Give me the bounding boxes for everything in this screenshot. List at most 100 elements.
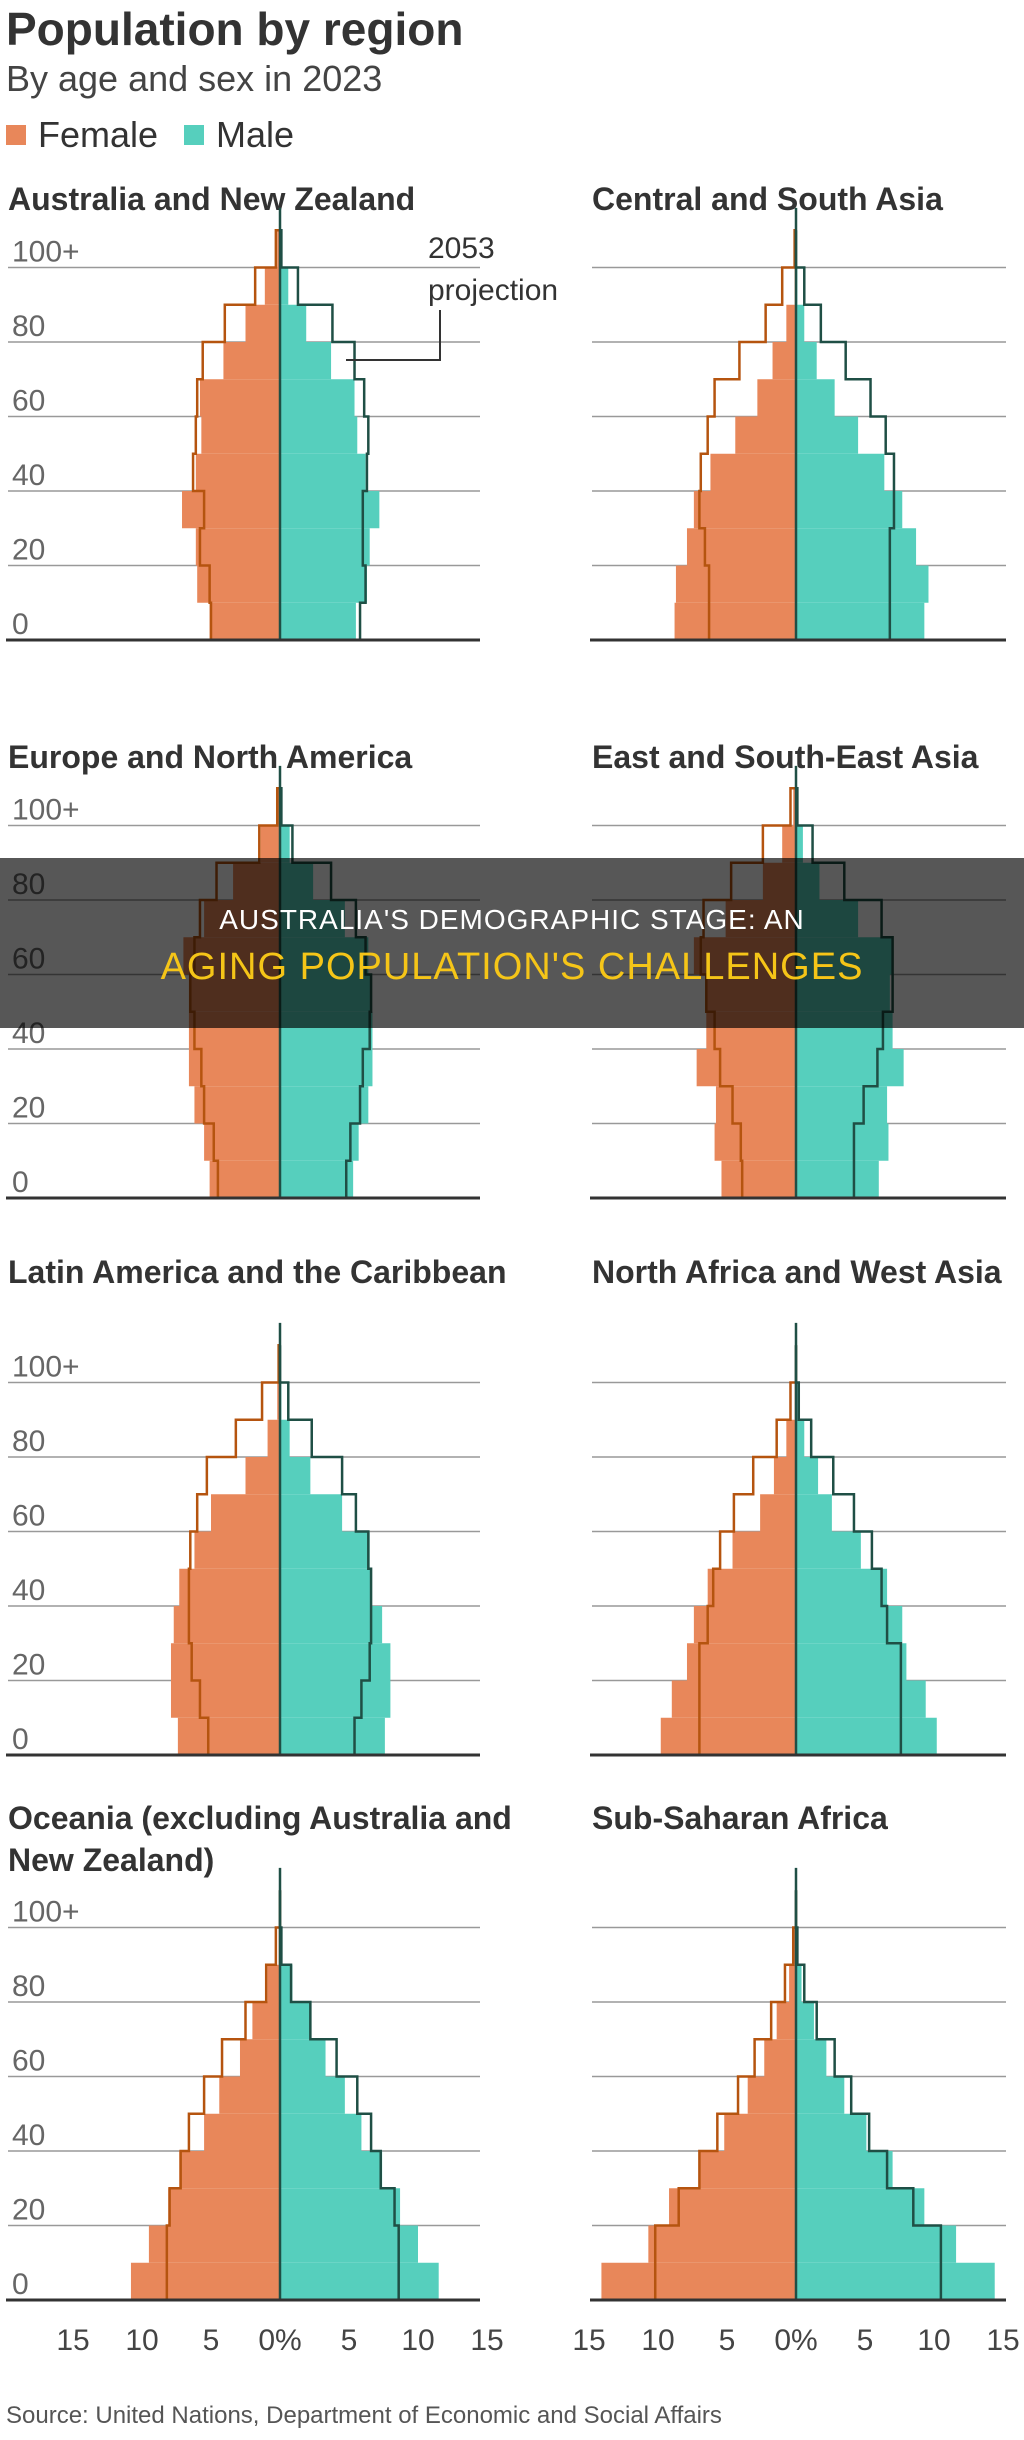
bar-male — [280, 342, 332, 380]
bar-female — [201, 416, 280, 454]
x-tick-label: 5 — [341, 2324, 358, 2357]
bar-female — [277, 230, 280, 268]
y-tick-label: 80 — [12, 310, 45, 343]
bar-male — [796, 1123, 889, 1161]
projection-outline-female — [698, 229, 796, 642]
y-tick-label: 80 — [12, 1425, 45, 1458]
panel-title: Latin America and the Caribbean — [8, 1254, 506, 1290]
bar-female — [130, 2262, 280, 2300]
projection-outline-male — [794, 1890, 943, 2302]
bar-male — [796, 2039, 827, 2077]
projection-outline-male — [278, 1890, 400, 2302]
y-tick-label: 40 — [12, 2119, 45, 2152]
bar-female — [148, 2225, 280, 2263]
y-tick-label: 0 — [12, 1166, 29, 1199]
bar-male — [280, 1568, 372, 1606]
legend-item-male: Male — [184, 114, 294, 156]
bar-female — [195, 528, 280, 566]
bar-male — [280, 2002, 311, 2040]
headline-line-1: AUSTRALIA'S DEMOGRAPHIC STAGE: AN — [219, 904, 805, 935]
bar-female — [721, 1160, 796, 1198]
bar-female — [648, 2225, 796, 2263]
bar-female — [197, 565, 280, 603]
y-tick-label: 60 — [12, 385, 45, 418]
bar-female — [252, 2002, 280, 2040]
bar-male — [280, 1531, 370, 1569]
projection-outline-male — [794, 230, 896, 642]
projection-outline-female — [698, 1345, 798, 1757]
bar-female — [204, 2113, 280, 2151]
bar-female — [789, 1964, 796, 2002]
bar-male — [280, 565, 367, 603]
bar-male — [280, 1964, 293, 2002]
x-tick-label: 15 — [470, 2324, 503, 2357]
bar-male — [280, 528, 370, 566]
bar-female — [179, 2151, 280, 2189]
legend-swatch-female — [6, 125, 26, 145]
bar-female — [724, 2113, 796, 2151]
projection-outline-male — [794, 1345, 903, 1757]
annotation-text: projection — [428, 274, 558, 307]
source-note: Source: United Nations, Department of Ec… — [6, 2402, 722, 2429]
bar-male — [796, 1717, 937, 1755]
projection-outline-male — [278, 1345, 373, 1757]
bar-male — [280, 825, 290, 863]
headline-line-2: AGING POPULATION'S CHALLENGES — [160, 946, 864, 988]
y-tick-label: 100+ — [12, 794, 80, 827]
bar-female — [223, 342, 280, 380]
bar-male — [796, 1160, 879, 1198]
y-tick-label: 20 — [12, 534, 45, 567]
bar-male — [280, 1457, 311, 1495]
bar-female — [693, 491, 796, 529]
bar-male — [796, 416, 859, 454]
y-tick-label: 0 — [12, 2268, 29, 2301]
x-tick-label: 15 — [56, 2324, 89, 2357]
chart-subtitle: By age and sex in 2023 — [6, 58, 383, 99]
y-tick-label: 100+ — [12, 236, 80, 269]
x-tick-label: 0% — [258, 2324, 301, 2357]
bar-female — [199, 379, 280, 417]
bar-male — [280, 304, 307, 342]
bar-male — [280, 1160, 354, 1198]
bar-female — [732, 1531, 796, 1569]
bar-female — [170, 1680, 280, 1718]
bar-male — [280, 2225, 418, 2263]
y-tick-label: 80 — [12, 1970, 45, 2003]
bar-female — [764, 2039, 796, 2077]
bar-female — [793, 788, 796, 826]
bar-female — [747, 2076, 796, 2114]
bar-male — [280, 2113, 362, 2151]
bar-female — [245, 1457, 280, 1495]
bar-male — [796, 1531, 861, 1569]
bar-female — [194, 1531, 280, 1569]
bar-female — [699, 2151, 796, 2189]
bar-male — [796, 1606, 903, 1644]
bar-male — [280, 453, 366, 491]
projection-outline-female — [653, 1890, 798, 2302]
bar-male — [280, 1123, 359, 1161]
bar-female — [170, 1643, 280, 1681]
bar-female — [188, 1049, 280, 1087]
y-tick-label: 20 — [12, 2194, 45, 2227]
panel-title: Europe and North America — [8, 739, 412, 775]
y-tick-label: 40 — [12, 1574, 45, 1607]
bar-female — [675, 565, 796, 603]
bar-male — [280, 1086, 369, 1124]
y-tick-label: 40 — [12, 459, 45, 492]
bar-female — [686, 1643, 796, 1681]
x-tick-label: 15 — [572, 2324, 605, 2357]
bar-female — [601, 2262, 796, 2300]
bar-female — [710, 453, 796, 491]
bar-male — [796, 1964, 802, 2002]
legend-swatch-male — [184, 125, 205, 145]
bar-male — [280, 2188, 401, 2226]
projection-outline-female — [187, 1344, 280, 1757]
x-tick-label: 5 — [719, 2324, 736, 2357]
y-tick-label: 100+ — [12, 1351, 80, 1384]
bar-male — [796, 528, 917, 566]
projection-outline-male — [280, 229, 370, 642]
bar-male — [280, 491, 380, 529]
bar-female — [219, 2076, 280, 2114]
bar-male — [280, 2262, 439, 2300]
